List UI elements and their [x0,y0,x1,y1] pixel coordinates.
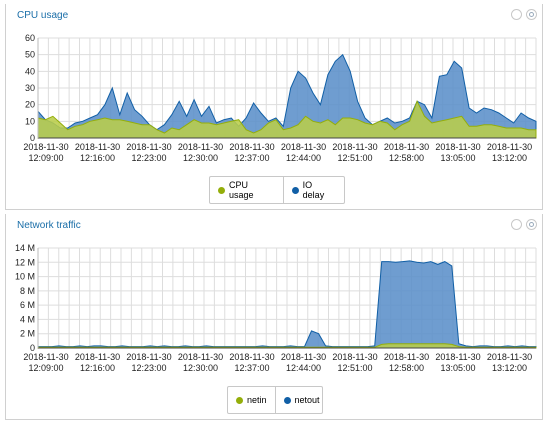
cpu-usage-chart: 0 10 20 30 40 50 60 2018-11-30 12:09:00 2018-11-3… [23,33,537,163]
legend-item-cpu-usage[interactable]: CPU usage [210,177,283,203]
y-tick-label: 0 [30,133,35,143]
x-tick-label: 2018-11-30 12:09:00 [23,142,68,163]
y-tick-label: 8 M [20,286,35,296]
x-tick-label: 2018-11-30 12:16:00 [75,352,120,373]
legend-label-netout: netout [294,395,320,405]
network-traffic-panel: Network traffic 0 2 M 4 M 6 M 8 M 10 M 12 M 14 … [5,214,543,420]
legend-dot-cpu-usage [218,186,225,194]
panel-title: Network traffic [17,220,81,231]
gear-icon[interactable] [526,9,537,20]
legend-dot-netin [236,396,243,404]
x-tick-label: 2018-11-30 12:23:00 [126,352,171,373]
legend-label-io-delay: IO delay [302,180,325,200]
series-area-netin [37,343,537,349]
y-tick-label: 10 [25,116,35,126]
legend-item-io-delay[interactable]: IO delay [282,177,344,203]
x-tick-label: 2018-11-30 12:44:00 [281,352,326,373]
cpu-usage-legend: CPU usage IO delay [209,176,345,204]
y-tick-label: 20 [25,100,35,110]
x-tick-label: 2018-11-30 12:44:00 [281,142,326,163]
x-tick-label: 2018-11-30 12:37:00 [229,352,274,373]
network-traffic-legend: netin netout [227,386,323,414]
y-tick-label: 60 [25,33,35,43]
x-tick-label: 2018-11-30 12:09:00 [23,352,68,373]
x-tick-label: 2018-11-30 12:30:00 [178,352,223,373]
cpu-usage-panel: CPU usage 0 10 20 30 40 50 60 2018-11-30 12:09:0… [5,4,543,210]
grid [37,247,537,349]
circle-icon[interactable] [511,219,522,230]
x-tick-label: 2018-11-30 12:58:00 [384,142,429,163]
x-tick-label: 2018-11-30 13:12:00 [487,142,532,163]
y-tick-label: 40 [25,66,35,76]
legend-label-netin: netin [247,395,267,405]
x-tick-label: 2018-11-30 12:30:00 [178,142,223,163]
x-tick-label: 2018-11-30 12:16:00 [75,142,120,163]
y-tick-label: 2 M [20,329,35,339]
legend-dot-netout [283,396,291,404]
y-tick-label: 0 [30,343,35,353]
gear-icon[interactable] [526,219,537,230]
x-tick-label: 2018-11-30 13:05:00 [435,352,480,373]
series-area-cpu-usage [37,100,537,139]
y-tick-label: 12 M [15,257,35,267]
network-traffic-chart: 0 2 M 4 M 6 M 8 M 10 M 12 M 14 M 2018-11-30 12:09… [15,243,537,373]
y-tick-label: 10 M [15,272,35,282]
circle-icon[interactable] [511,9,522,20]
cpu-usage-header: CPU usage [6,4,542,28]
legend-dot-io-delay [291,186,299,194]
x-tick-label: 2018-11-30 12:51:00 [332,352,377,373]
legend-item-netout[interactable]: netout [274,387,328,413]
x-tick-label: 2018-11-30 12:58:00 [384,352,429,373]
y-tick-label: 4 M [20,314,35,324]
panel-title: CPU usage [17,10,69,21]
y-tick-label: 50 [25,50,35,60]
x-tick-label: 2018-11-30 12:23:00 [126,142,171,163]
x-tick-label: 2018-11-30 13:05:00 [435,142,480,163]
x-tick-label: 2018-11-30 13:12:00 [487,352,532,373]
legend-item-netin[interactable]: netin [228,387,275,413]
legend-label-cpu-usage: CPU usage [228,180,254,200]
y-tick-label: 6 M [20,300,35,310]
y-tick-label: 14 M [15,243,35,253]
network-traffic-header: Network traffic [6,214,542,238]
x-tick-label: 2018-11-30 12:37:00 [229,142,274,163]
x-tick-label: 2018-11-30 12:51:00 [332,142,377,163]
y-tick-label: 30 [25,83,35,93]
series-area-netout [37,260,537,349]
